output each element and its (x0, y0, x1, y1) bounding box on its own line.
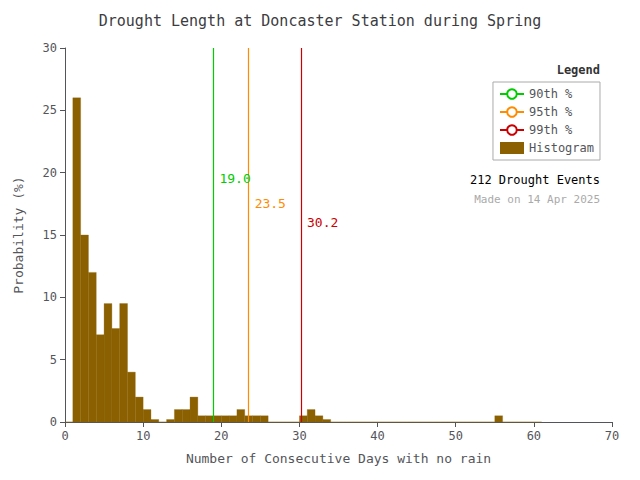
svg-text:212 Drought Events: 212 Drought Events (470, 173, 600, 187)
svg-text:Number of Consecutive Days wit: Number of Consecutive Days with no rain (186, 451, 491, 466)
svg-text:Made on 14 Apr 2025: Made on 14 Apr 2025 (474, 193, 600, 206)
svg-text:99th %: 99th % (529, 123, 573, 137)
svg-text:50: 50 (448, 429, 462, 443)
svg-text:Probability (%): Probability (%) (11, 176, 26, 293)
svg-text:95th %: 95th % (529, 105, 573, 119)
svg-text:30.2: 30.2 (307, 215, 338, 230)
svg-text:Legend: Legend (557, 63, 600, 77)
svg-text:70: 70 (605, 429, 619, 443)
svg-text:40: 40 (370, 429, 384, 443)
svg-text:23.5: 23.5 (255, 196, 286, 211)
svg-text:0: 0 (50, 415, 57, 429)
svg-text:5: 5 (50, 353, 57, 367)
svg-text:Histogram: Histogram (529, 141, 594, 155)
svg-text:15: 15 (43, 228, 57, 242)
svg-text:10: 10 (136, 429, 150, 443)
svg-text:20: 20 (43, 166, 57, 180)
svg-text:60: 60 (527, 429, 541, 443)
svg-text:30: 30 (43, 41, 57, 55)
svg-text:90th %: 90th % (529, 87, 573, 101)
svg-text:20: 20 (214, 429, 228, 443)
svg-text:Drought Length at Doncaster St: Drought Length at Doncaster Station duri… (99, 12, 542, 30)
svg-text:10: 10 (43, 290, 57, 304)
svg-text:25: 25 (43, 103, 57, 117)
svg-text:0: 0 (61, 429, 68, 443)
svg-text:19.0: 19.0 (219, 171, 250, 186)
svg-text:30: 30 (292, 429, 306, 443)
